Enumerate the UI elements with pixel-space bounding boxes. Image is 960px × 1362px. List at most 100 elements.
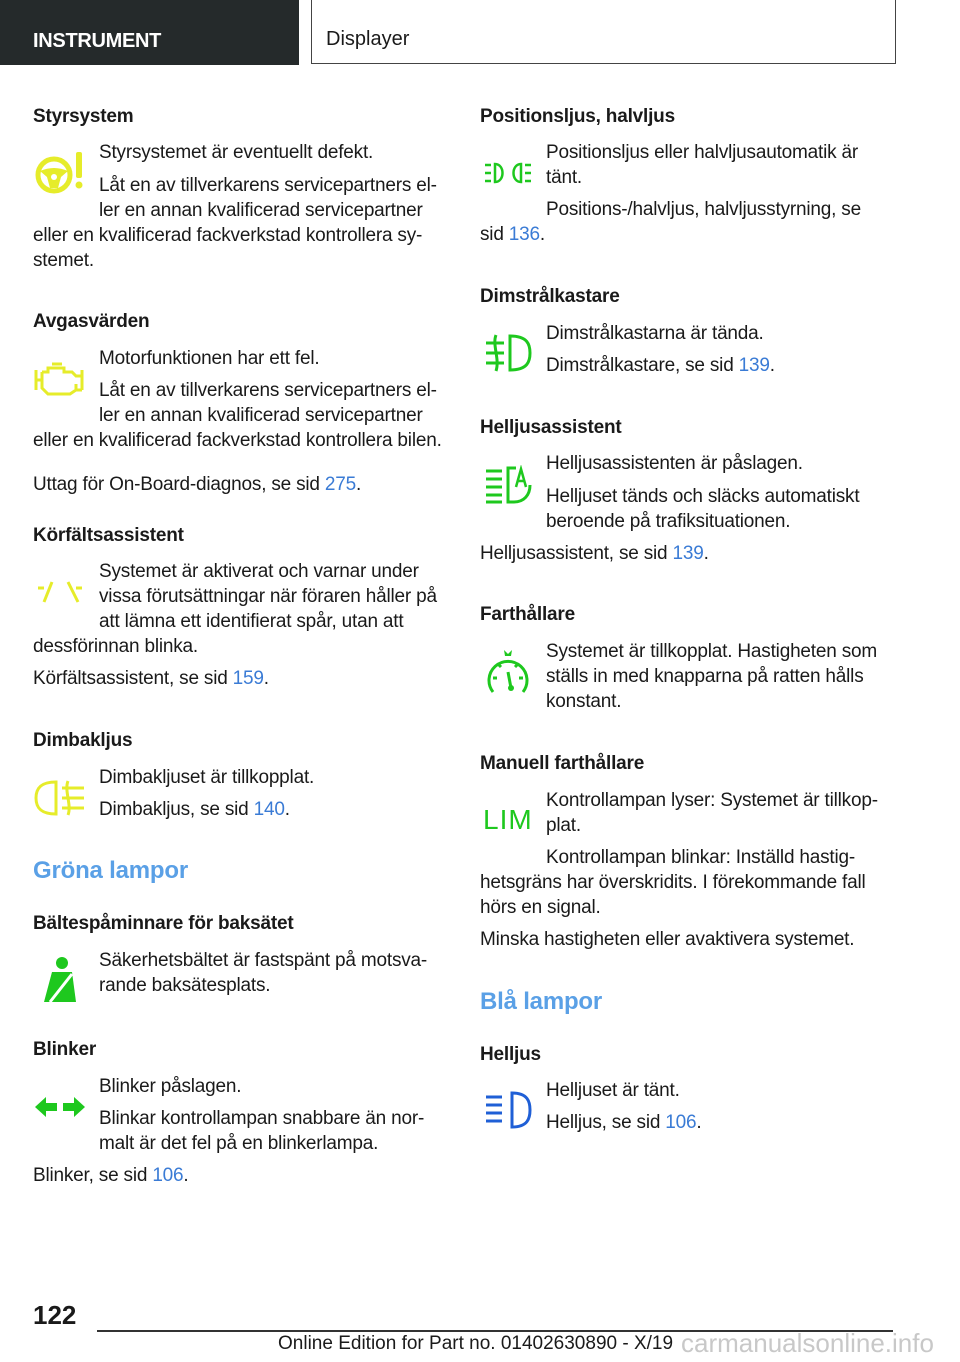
line-text: vissa förutsättningar när föraren håller… — [99, 586, 437, 607]
line-text: konstant. — [546, 691, 622, 712]
body-line: malt är det fel på en blinkerlampa. — [99, 1132, 378, 1156]
line-text: Motorfunktionen har ett fel. — [99, 348, 320, 369]
body-line: Styrsystemet är eventuellt defekt. — [99, 141, 373, 165]
line-text: Helljus — [480, 1044, 541, 1065]
line-text: Dimbakljus, se sid — [99, 799, 254, 820]
line-text: Positionsljus eller halvljusautomatik är — [546, 142, 858, 163]
line-text: Körfältsassistent, se sid — [33, 668, 233, 689]
body-line: Positionsljus eller halvljusautomatik är — [546, 141, 858, 165]
line-text: Blinkar kontrollampan snabbare än nor- — [99, 1108, 425, 1129]
line-text: rande baksätesplats. — [99, 975, 271, 996]
body-line: hetsgräns har överskridits. I förekomman… — [480, 871, 866, 895]
body-line: Kontrollampan blinkar: Inställd hastig- — [546, 846, 855, 870]
line-text: hörs en signal. — [480, 897, 601, 918]
line-text: Kontrollampan blinkar: Inställd hastig- — [546, 847, 856, 868]
body-line: Helljuset tänds och släcks automatiskt — [546, 485, 860, 509]
watermark: carmanualsonline.info — [681, 1328, 934, 1358]
lane-departure-icon — [38, 581, 82, 603]
position-lights-icon — [485, 162, 531, 184]
body-line: stemet. — [33, 249, 94, 273]
subheading: Dimbakljus — [33, 729, 133, 753]
body-line: rande baksätesplats. — [99, 974, 271, 998]
body-line: Motorfunktionen har ett fel. — [99, 347, 320, 371]
line-text: Systemet är aktiverat och varnar under — [99, 561, 419, 582]
body-line: Dimbakljus, se sid 140. — [99, 798, 290, 822]
line-end: . — [355, 474, 362, 495]
line-text: eller en kvalificerad fackverkstad kontr… — [33, 430, 442, 451]
lim-icon: LIM — [483, 804, 533, 835]
line-text: att lämna ett identifierat spår, utan at… — [99, 611, 404, 632]
body-line: Dimstrålkastare, se sid 139. — [546, 354, 775, 378]
line-text: Blinker — [33, 1039, 97, 1060]
subheading: Farthållare — [480, 603, 575, 627]
page-reference-link[interactable]: 275 — [324, 474, 356, 495]
line-text: plat. — [546, 815, 581, 836]
line-text: Blinker, se sid — [33, 1165, 153, 1186]
page-reference-link[interactable]: 106 — [152, 1165, 184, 1186]
subheading: Manuell farthållare — [480, 752, 644, 776]
page-reference-link[interactable]: 139 — [738, 355, 770, 376]
body-line: Helljusassistenten är påslagen. — [546, 452, 803, 476]
high-beam-icon — [486, 1091, 532, 1129]
line-text: Positionsljus, halvljus — [480, 106, 675, 127]
body-line: Blinker påslagen. — [99, 1075, 242, 1099]
line-text: Blå lampor — [480, 988, 603, 1015]
subheading: Bältespåminnare för baksätet — [33, 912, 294, 936]
line-text: Blinker påslagen. — [99, 1076, 242, 1097]
line-text: stemet. — [33, 250, 94, 271]
body-line: Uttag för On-Board-diagnos, se sid 275. — [33, 473, 361, 497]
line-text: Kontrollampan lyser: Systemet är tillkop… — [546, 790, 878, 811]
body-line: att lämna ett identifierat spår, utan at… — [99, 610, 404, 634]
page-reference-link[interactable]: 136 — [508, 224, 540, 245]
engine-icon — [34, 362, 84, 396]
body-line: Blinker, se sid 106. — [33, 1164, 189, 1188]
page-reference-link[interactable]: 139 — [672, 543, 704, 564]
body-line: Minska hastigheten eller avaktivera syst… — [480, 928, 855, 952]
body-line: plat. — [546, 814, 581, 838]
line-end: . — [703, 543, 709, 564]
body-line: Helljus, se sid 106. — [546, 1111, 702, 1135]
line-end: . — [263, 668, 269, 689]
page-number: 122 — [33, 1300, 77, 1330]
line-text: Styrsystemet är eventuellt defekt. — [99, 142, 374, 163]
high-beam-assist-icon — [486, 465, 532, 504]
line-end: . — [284, 799, 290, 820]
line-text: Låt en av tillverkarens servicepartners … — [99, 175, 437, 196]
footer-divider — [97, 1330, 893, 1332]
subheading: Körfältsassistent — [33, 524, 184, 548]
subheading: Styrsystem — [33, 105, 134, 129]
page-reference-link[interactable]: 106 — [665, 1112, 697, 1133]
body-line: Låt en av tillverkarens servicepartners … — [99, 174, 437, 198]
seatbelt-icon — [44, 957, 76, 1003]
line-text: ler en annan kvalificerad servicepartner — [99, 405, 423, 426]
subheading: Helljus — [480, 1043, 541, 1067]
line-end: . — [539, 224, 545, 245]
body-line: eller en kvalificerad fackverkstad kontr… — [33, 429, 442, 453]
line-text: Helljuset är tänt. — [546, 1080, 680, 1101]
line-text: hetsgräns har överskridits. I förekomman… — [480, 872, 866, 893]
line-text: malt är det fel på en blinkerlampa. — [99, 1133, 379, 1154]
section-heading: Gröna lampor — [33, 859, 188, 883]
body-line: Helljusassistent, se sid 139. — [480, 542, 709, 566]
line-text: beroende på trafiksituationen. — [546, 511, 791, 532]
body-line: konstant. — [546, 690, 622, 714]
line-text: Styrsystem — [33, 106, 134, 127]
body-line: ler en annan kvalificerad servicepartner — [99, 199, 423, 223]
line-text: sid — [480, 224, 509, 245]
body-line: Systemet är aktiverat och varnar under — [99, 560, 419, 584]
line-text: Dimstrålkastarna är tända. — [546, 323, 764, 344]
line-text: Helljuset tänds och släcks automatiskt — [546, 486, 860, 507]
page-reference-link[interactable]: 140 — [253, 799, 285, 820]
body-line: Kontrollampan lyser: Systemet är tillkop… — [546, 789, 878, 813]
subheading: Dimstrålkastare — [480, 285, 620, 309]
chapter-title: INSTRUMENT — [33, 30, 162, 52]
line-text: dessförinnan blinka. — [33, 636, 198, 657]
chapter-tab: INSTRUMENT — [0, 0, 299, 65]
line-text: Farthållare — [480, 604, 575, 625]
rear-fog-light-icon — [34, 780, 84, 816]
page-reference-link[interactable]: 159 — [232, 668, 264, 689]
body-line: hörs en signal. — [480, 896, 601, 920]
body-line: Säkerhetsbältet är fastspänt på motsva- — [99, 949, 427, 973]
line-end: . — [696, 1112, 702, 1133]
body-line: Blinkar kontrollampan snabbare än nor- — [99, 1107, 424, 1131]
